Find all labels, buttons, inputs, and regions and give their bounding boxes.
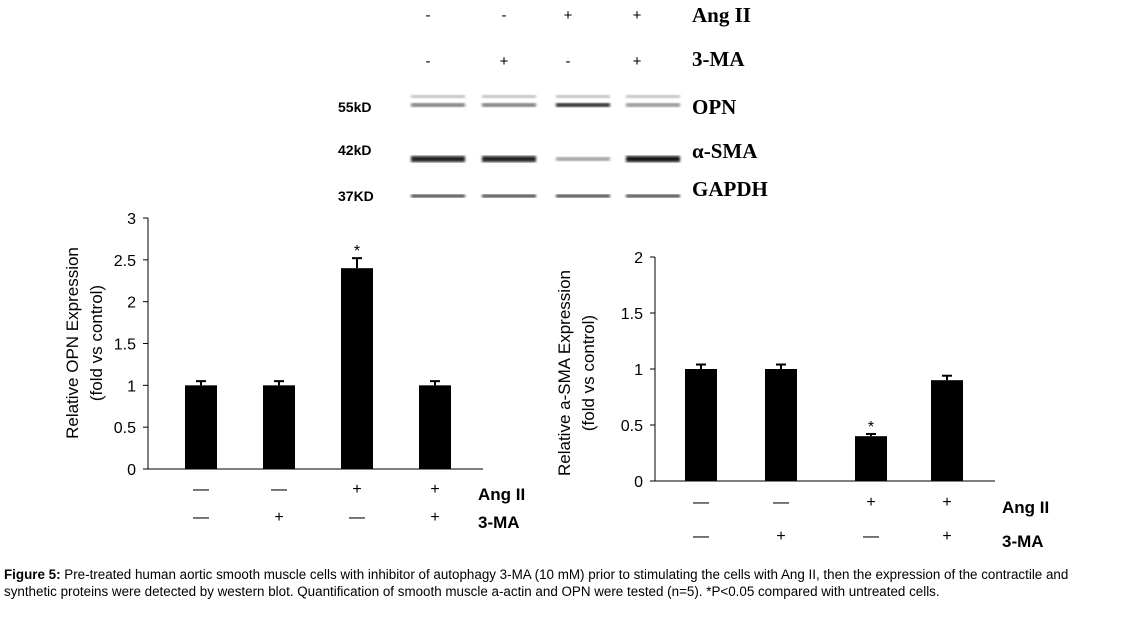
3-ma-sign: + xyxy=(430,509,439,526)
y-tick-label: 0.5 xyxy=(114,420,136,437)
3-ma-sign: — xyxy=(863,528,879,545)
y-tick-label: 1.5 xyxy=(114,337,136,354)
3-ma-row-label: 3-MA xyxy=(1002,532,1044,551)
3-ma-sign: + xyxy=(776,528,785,545)
blot-band xyxy=(482,156,536,162)
ang-ii-sign: + xyxy=(564,7,573,24)
ang-ii-sign: + xyxy=(430,481,439,498)
bar xyxy=(685,369,717,481)
3-ma-sign: — xyxy=(349,509,365,526)
opn-upper-band xyxy=(556,95,610,98)
figure-caption: Figure 5: Pre-treated human aortic smoot… xyxy=(4,566,1119,600)
significance-marker: * xyxy=(354,243,360,260)
ang-ii-label: Ang II xyxy=(692,3,751,27)
y-axis-label-2: (fold vs control) xyxy=(87,285,106,401)
ang-ii-sign: — xyxy=(271,481,287,498)
significance-marker: * xyxy=(868,419,874,436)
ang-ii-row-label: Ang II xyxy=(478,485,525,504)
y-axis-label: Relative OPN Expression xyxy=(63,247,82,439)
blot-band xyxy=(482,103,536,107)
3-ma-sign: + xyxy=(500,53,509,70)
y-tick-label: 0 xyxy=(127,462,136,479)
3-ma-sign: + xyxy=(942,528,951,545)
blot-band xyxy=(626,103,680,107)
3-ma-sign: - xyxy=(566,53,571,70)
band-label: α-SMA xyxy=(692,139,758,163)
marker-kd: 55kD xyxy=(338,99,371,115)
ang-ii-sign: - xyxy=(426,7,431,24)
ang-ii-sign: + xyxy=(942,494,951,511)
blot-band xyxy=(411,156,465,162)
y-tick-label: 2.5 xyxy=(114,253,136,270)
caption-label: Figure 5: xyxy=(4,567,61,582)
opn-bar-chart: 0 0.5 1 1.5 2 2.5 3 Relative OPN Expression (fol… xyxy=(63,211,525,532)
bar xyxy=(931,380,963,481)
ang-ii-sign: — xyxy=(773,494,789,511)
blot-band xyxy=(556,103,610,107)
blot-band xyxy=(626,194,680,198)
blot-band xyxy=(411,103,465,107)
marker-kd: 37KD xyxy=(338,188,374,204)
marker-kd: 42kD xyxy=(338,142,371,158)
y-tick-label: 0.5 xyxy=(621,418,643,435)
band-label: GAPDH xyxy=(692,177,768,201)
3-ma-label: 3-MA xyxy=(692,47,745,71)
y-tick-label: 1.5 xyxy=(621,306,643,323)
ang-ii-sign: + xyxy=(352,481,361,498)
bar xyxy=(419,385,451,469)
ang-ii-sign: - xyxy=(502,7,507,24)
bar xyxy=(185,385,217,469)
bar xyxy=(855,436,887,481)
opn-upper-band xyxy=(482,95,536,98)
3-ma-row-label: 3-MA xyxy=(478,513,520,532)
y-tick-label: 2 xyxy=(127,295,136,312)
y-tick-label: 1 xyxy=(634,362,643,379)
ang-ii-row-label: Ang II xyxy=(1002,498,1049,517)
caption-text: Pre-treated human aortic smooth muscle c… xyxy=(4,567,1069,599)
3-ma-sign: - xyxy=(426,53,431,70)
ang-ii-sign: — xyxy=(193,481,209,498)
blot-band xyxy=(556,157,610,161)
blot-band xyxy=(411,194,465,198)
3-ma-sign: + xyxy=(633,53,642,70)
blot-band xyxy=(482,194,536,198)
ang-ii-sign: — xyxy=(693,494,709,511)
western-blot: Ang II 3-MA - - + + - + - + OPN 55kD α-SMA 42kD GAPDH 3… xyxy=(338,3,768,204)
ang-ii-sign: + xyxy=(633,7,642,24)
3-ma-sign: — xyxy=(693,528,709,545)
3-ma-sign: + xyxy=(274,509,283,526)
y-tick-label: 2 xyxy=(634,250,643,267)
bar xyxy=(765,369,797,481)
bar xyxy=(341,268,373,469)
blot-band xyxy=(556,194,610,198)
bar xyxy=(263,385,295,469)
y-tick-label: 0 xyxy=(634,474,643,491)
ang-ii-sign: + xyxy=(866,494,875,511)
asma-bar-chart: 0 0.5 1 1.5 2 Relative a-SMA Expression (fold … xyxy=(555,250,1049,551)
band-label: OPN xyxy=(692,95,736,119)
y-tick-label: 3 xyxy=(127,211,136,228)
y-axis-label: Relative a-SMA Expression xyxy=(555,270,574,476)
y-axis-label-2: (fold vs control) xyxy=(579,315,598,431)
opn-upper-band xyxy=(626,95,680,98)
opn-upper-band xyxy=(411,95,465,98)
y-tick-label: 1 xyxy=(127,378,136,395)
blot-band xyxy=(626,156,680,162)
3-ma-sign: — xyxy=(193,509,209,526)
